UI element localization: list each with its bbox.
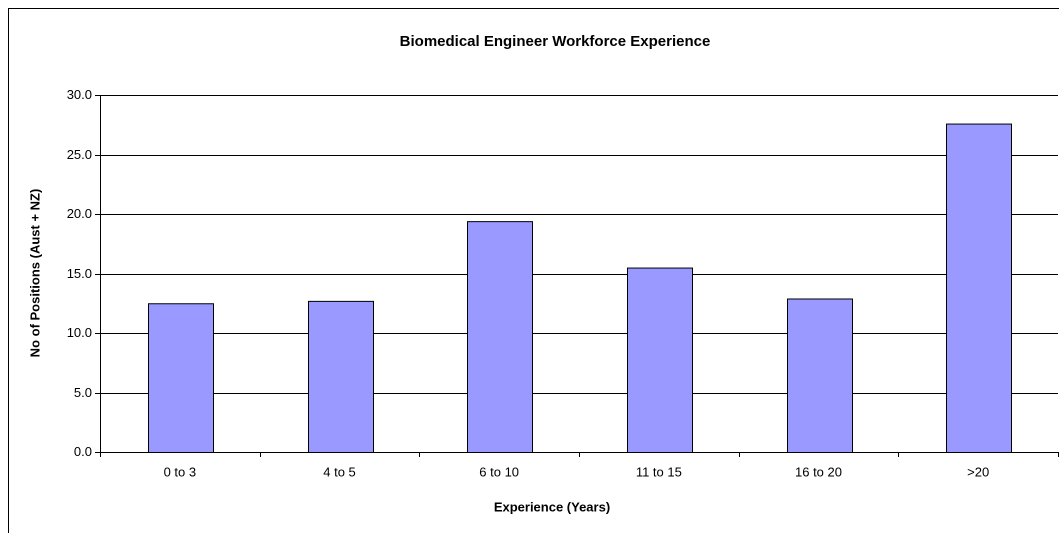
chart-title: Biomedical Engineer Workforce Experience bbox=[400, 33, 711, 50]
y-tick-label: 25.0 bbox=[67, 147, 92, 162]
y-axis-title: No of Positions (Aust + NZ) bbox=[27, 189, 42, 358]
x-tick-label: 6 to 10 bbox=[479, 464, 519, 479]
bar bbox=[467, 221, 533, 453]
x-tick-label: >20 bbox=[967, 464, 989, 479]
bar bbox=[148, 303, 214, 453]
y-tick-label: 0.0 bbox=[74, 444, 92, 459]
y-tick-label: 30.0 bbox=[67, 87, 92, 102]
x-axis-title: Experience (Years) bbox=[494, 499, 610, 514]
y-tick-label: 15.0 bbox=[67, 266, 92, 281]
chart-border bbox=[8, 8, 1059, 533]
x-tick-label: 11 to 15 bbox=[636, 464, 682, 479]
bar bbox=[627, 267, 693, 453]
y-tick-label: 10.0 bbox=[67, 325, 92, 340]
bar bbox=[946, 123, 1012, 453]
x-tick-label: 16 to 20 bbox=[795, 464, 842, 479]
bar bbox=[308, 300, 374, 453]
bar bbox=[787, 298, 853, 453]
y-tick-label: 5.0 bbox=[74, 385, 92, 400]
x-tick-label: 4 to 5 bbox=[323, 464, 356, 479]
y-tick-label: 20.0 bbox=[67, 206, 92, 221]
x-tick-label: 0 to 3 bbox=[164, 464, 197, 479]
